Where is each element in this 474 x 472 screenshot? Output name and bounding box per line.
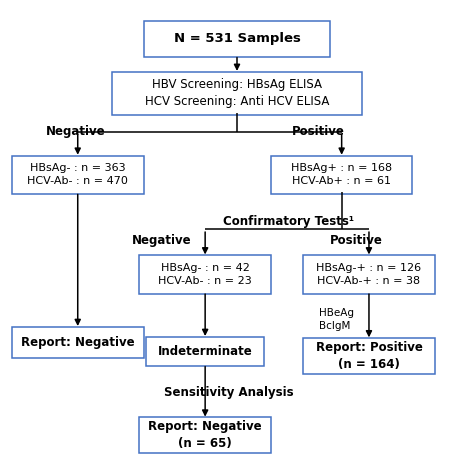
Text: Positive: Positive [292,125,345,138]
Text: HBsAg+ : n = 168
HCV-Ab+ : n = 61: HBsAg+ : n = 168 HCV-Ab+ : n = 61 [291,163,392,186]
FancyBboxPatch shape [303,338,435,374]
FancyBboxPatch shape [12,327,144,358]
FancyBboxPatch shape [139,255,271,294]
Text: Negative: Negative [132,234,192,247]
Text: Positive: Positive [330,234,383,247]
FancyBboxPatch shape [139,417,271,454]
FancyBboxPatch shape [303,255,435,294]
Text: HBsAg- : n = 363
HCV-Ab- : n = 470: HBsAg- : n = 363 HCV-Ab- : n = 470 [27,163,128,186]
Text: Indeterminate: Indeterminate [158,345,253,358]
Text: Report: Positive
(n = 164): Report: Positive (n = 164) [316,341,422,371]
FancyBboxPatch shape [271,156,412,194]
Text: Report: Negative
(n = 65): Report: Negative (n = 65) [148,421,262,450]
Text: HBeAg
BcIgM: HBeAg BcIgM [319,308,354,330]
FancyBboxPatch shape [146,337,264,366]
Text: Negative: Negative [46,125,106,138]
Text: Sensitivity Analysis: Sensitivity Analysis [164,386,294,399]
Text: HBsAg-+ : n = 126
HCV-Ab-+ : n = 38: HBsAg-+ : n = 126 HCV-Ab-+ : n = 38 [317,263,421,286]
FancyBboxPatch shape [12,156,144,194]
Text: N = 531 Samples: N = 531 Samples [173,33,301,45]
Text: Report: Negative: Report: Negative [21,336,135,349]
FancyBboxPatch shape [144,21,330,57]
FancyBboxPatch shape [112,72,362,115]
Text: HBsAg- : n = 42
HCV-Ab- : n = 23: HBsAg- : n = 42 HCV-Ab- : n = 23 [158,263,252,286]
Text: HBV Screening: HBsAg ELISA
HCV Screening: Anti HCV ELISA: HBV Screening: HBsAg ELISA HCV Screening… [145,78,329,108]
Text: Confirmatory Tests¹: Confirmatory Tests¹ [223,215,355,228]
